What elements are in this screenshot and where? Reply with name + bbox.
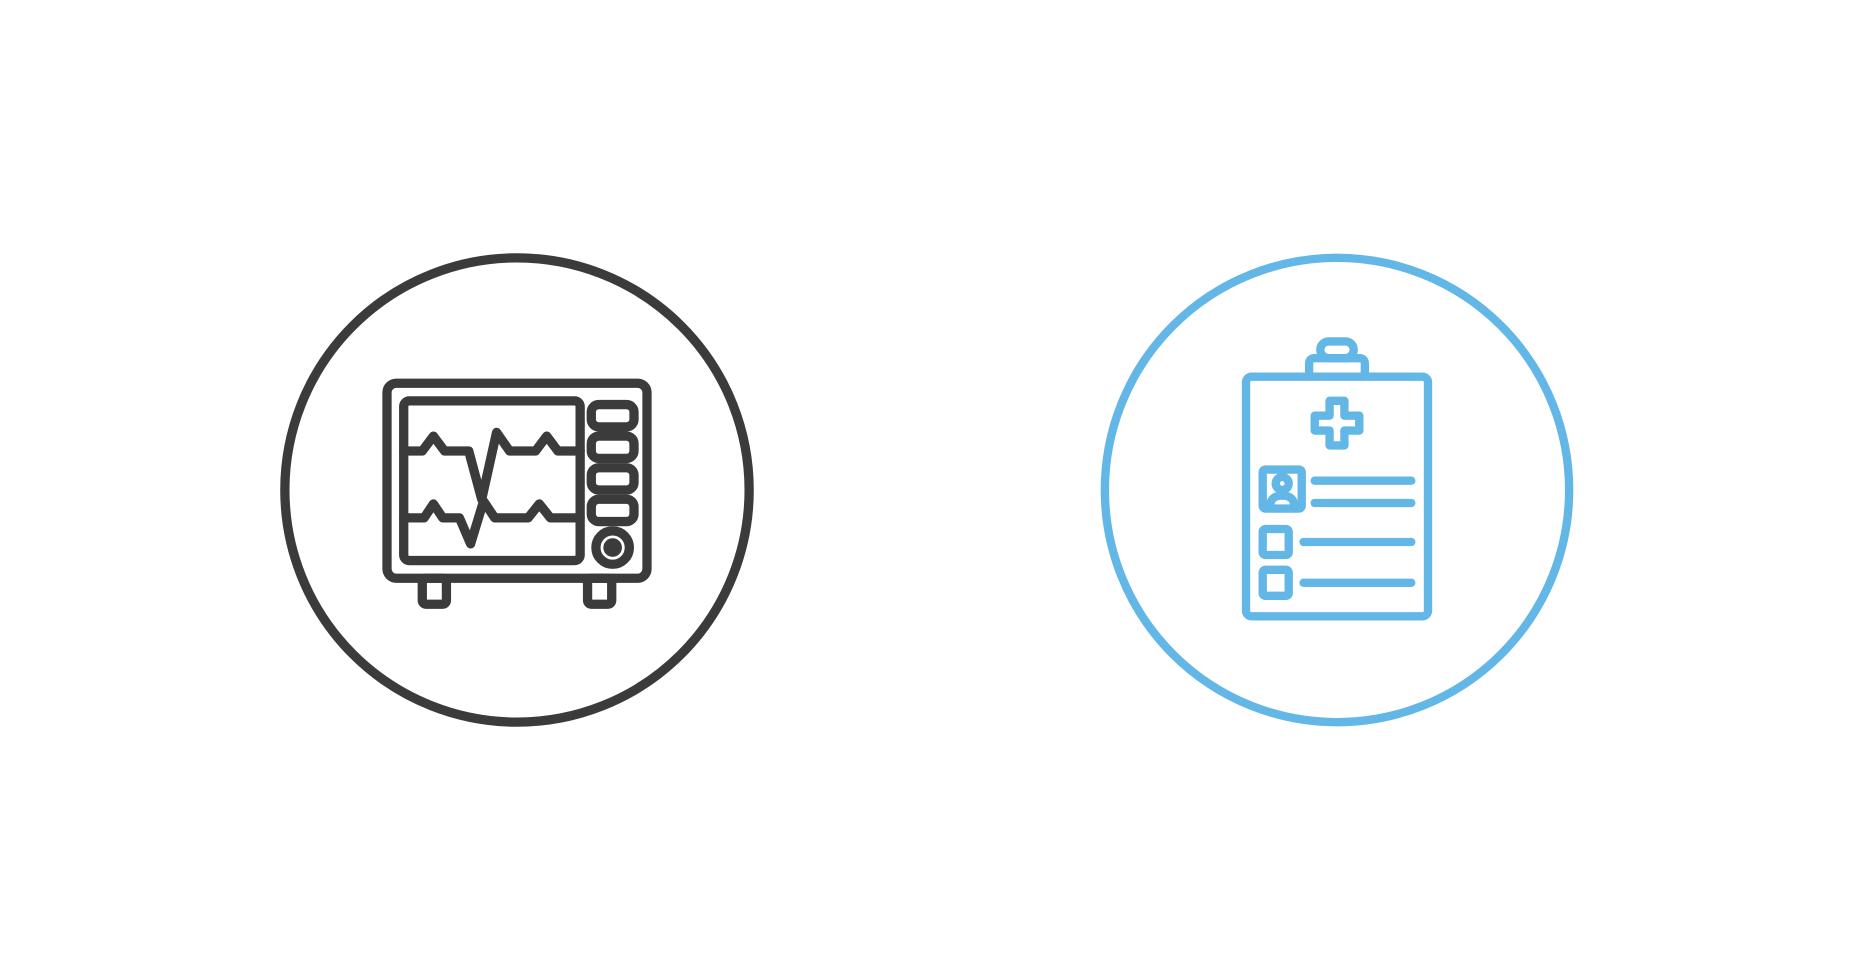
medical-clipboard-icon [1077,230,1597,750]
ecg-monitor-icon [257,230,777,750]
